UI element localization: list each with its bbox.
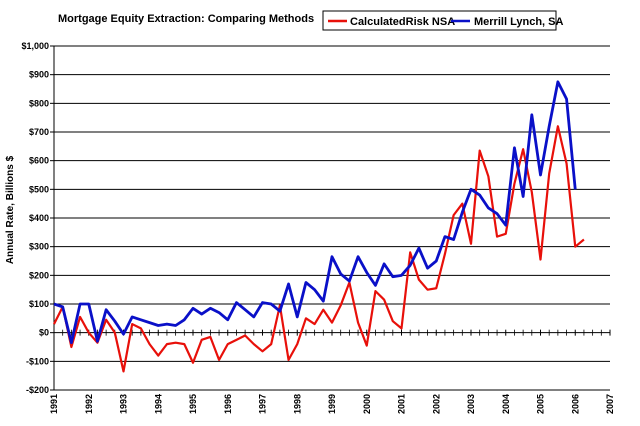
x-tick-label: 2002 (431, 394, 441, 414)
x-tick-label: 1995 (188, 394, 198, 414)
y-tick-label: $300 (29, 242, 49, 252)
x-tick-label: 1994 (153, 394, 163, 414)
legend-box (322, 10, 557, 31)
y-tick-label: $1,000 (21, 41, 49, 51)
y-tick-label: $600 (29, 156, 49, 166)
y-tick-label: $700 (29, 127, 49, 137)
y-tick-label: $100 (29, 299, 49, 309)
series-line-merrill-lynch (53, 80, 577, 345)
x-tick-label: 2005 (536, 394, 546, 414)
x-tick-label: 1991 (49, 394, 59, 414)
x-tick-labels: 1991 1992 1993 1994 1995 1996 1997 1998 1999 2000… (49, 329, 615, 414)
x-tick-label: 1999 (327, 394, 337, 414)
x-tick-label: 2004 (501, 394, 511, 414)
x-tick-label: 1996 (223, 394, 233, 414)
y-tick-label: $0 (39, 328, 49, 338)
chart-title: Mortgage Equity Extraction: Comparing Me… (58, 13, 314, 25)
y-tick-label: $900 (29, 70, 49, 80)
x-tick-label: 2000 (362, 394, 372, 414)
y-tick-label: -$200 (26, 385, 49, 395)
x-tick-label: 2007 (605, 394, 615, 414)
y-axis-label: Annual Rate, Billions $ (5, 155, 16, 264)
y-tick-label: $800 (29, 98, 49, 108)
x-tick-label: 1992 (84, 394, 94, 414)
y-tick-label: $400 (29, 213, 49, 223)
legend-label-calculatedrisk: CalculatedRisk NSA (350, 16, 455, 28)
y-tick-labels: -$200 -$100 $0 $100 $200 $300 $400 $500 $600 $700… (21, 41, 54, 395)
legend: CalculatedRisk NSA Merrill Lynch, SA (322, 10, 564, 31)
x-tick-label: 1993 (119, 394, 129, 414)
x-tick-label: 2003 (466, 394, 476, 414)
x-tick-label: 1997 (258, 394, 268, 414)
series-line-calculatedrisk (53, 125, 585, 373)
y-tick-label: -$100 (26, 356, 49, 366)
x-tick-label: 2006 (570, 394, 580, 414)
x-tick-label: 2001 (397, 394, 407, 414)
series-lines (53, 80, 585, 373)
x-tick-label: 1998 (292, 394, 302, 414)
grid-lines (54, 45, 610, 391)
y-tick-label: $200 (29, 270, 49, 280)
legend-label-merrill-lynch: Merrill Lynch, SA (474, 16, 564, 28)
y-tick-label: $500 (29, 184, 49, 194)
